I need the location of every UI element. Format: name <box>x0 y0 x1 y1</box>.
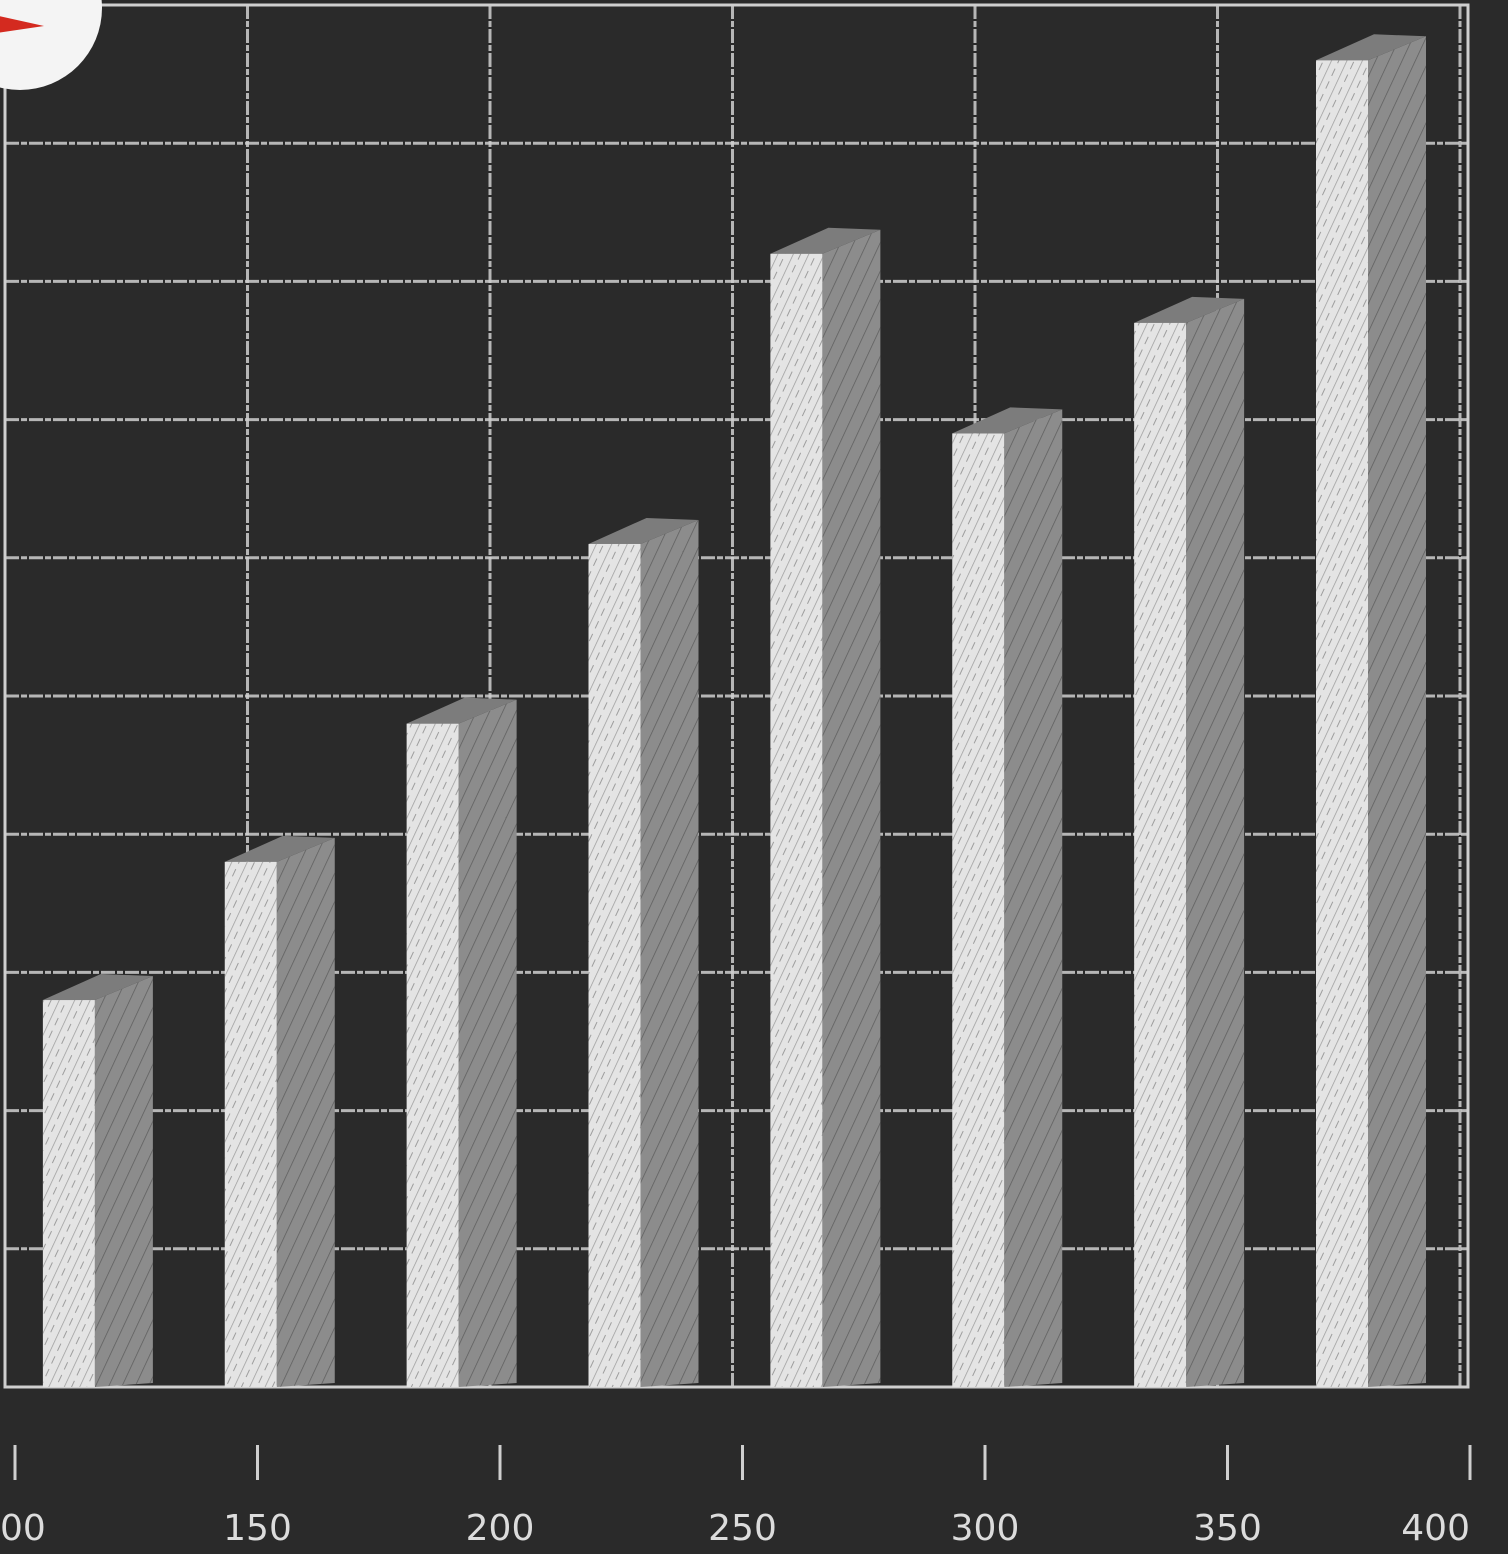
bar-top <box>1134 296 1245 323</box>
x-tick-label: 00 <box>0 1508 46 1549</box>
plot-frame <box>3 3 1470 1389</box>
bar-top <box>406 697 517 724</box>
bar-top <box>224 835 335 862</box>
corner-icon <box>0 0 102 90</box>
bar-side-texture <box>640 519 699 1387</box>
bar-top <box>42 974 153 1001</box>
x-tick-label: 200 <box>466 1508 535 1549</box>
bar-texture <box>1316 60 1368 1387</box>
x-tick-label: 400 <box>1401 1508 1470 1549</box>
x-tick-label: 250 <box>708 1508 777 1549</box>
bar-texture <box>770 253 823 1387</box>
bar-side-texture <box>94 976 153 1387</box>
x-tick-label: 350 <box>1193 1508 1262 1549</box>
bar-texture <box>1134 322 1187 1387</box>
bar-side-texture <box>458 699 517 1387</box>
bar-texture <box>406 723 459 1387</box>
bar-texture <box>42 1000 95 1387</box>
bar-top <box>770 227 881 254</box>
bar-texture <box>224 861 277 1387</box>
bar-top <box>588 517 699 544</box>
bar-side-texture <box>1368 36 1426 1387</box>
bar-side-texture <box>822 229 881 1387</box>
x-axis: 00 150 200 250 300 350 400 <box>0 1445 1472 1549</box>
bar-top <box>952 407 1063 434</box>
bar-side-texture <box>276 837 335 1387</box>
bars <box>42 34 1426 1387</box>
bar-texture <box>588 543 641 1387</box>
x-tick-label: 300 <box>951 1508 1020 1549</box>
bar-side-texture <box>1186 298 1245 1387</box>
bar-top <box>1316 34 1426 61</box>
x-tick-label: 150 <box>223 1508 292 1549</box>
bar-side-texture <box>1004 409 1063 1387</box>
bar-texture <box>952 433 1005 1387</box>
